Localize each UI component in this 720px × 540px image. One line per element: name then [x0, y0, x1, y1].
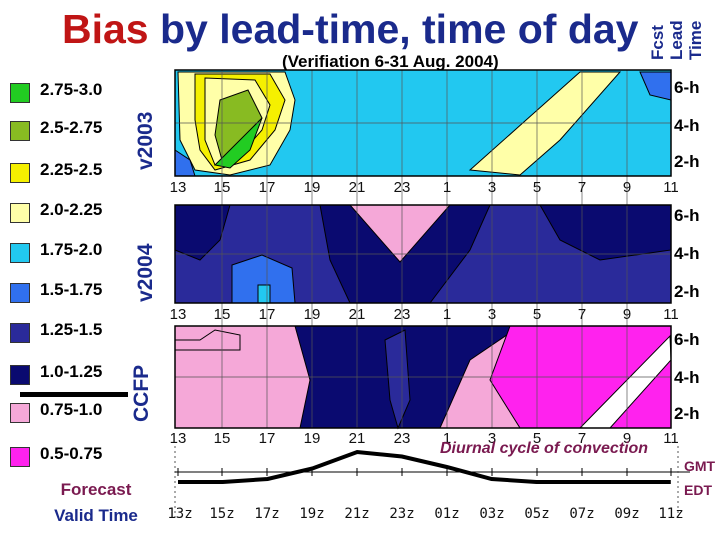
legend-label: 2.0-2.25 — [40, 200, 103, 219]
tick-label: 1 — [442, 430, 452, 447]
tick-label: 15 — [213, 306, 231, 323]
tick-label: 11 — [663, 179, 679, 196]
gmt-tick-label: 05z — [524, 506, 550, 522]
legend-swatch — [10, 243, 30, 263]
panel-frame-ccfp — [174, 325, 672, 429]
tick-label: 17 — [258, 179, 276, 196]
tick-label: 17 — [258, 430, 276, 447]
heat-region-green — [213, 117, 263, 169]
legend-label: 2.75-3.0 — [40, 80, 103, 99]
lead-label: 4-h — [674, 368, 700, 387]
tick-label: 21 — [348, 306, 366, 323]
gmt-tick-label: 09z — [614, 506, 640, 522]
tick-label: 7 — [577, 179, 587, 196]
legend-swatch — [10, 121, 30, 141]
tick-label: 7 — [577, 306, 587, 323]
panel-frame-v2004 — [174, 204, 672, 304]
lead-label: 6-h — [674, 78, 700, 97]
lead-label: 6-h — [674, 330, 700, 349]
valid-time-label: Valid Time — [54, 506, 138, 525]
lead-label: 6-h — [674, 206, 700, 225]
gmt-tick-label: 01z — [434, 506, 460, 522]
heat-region-yellow-diag — [468, 71, 622, 176]
legend-swatch — [10, 403, 30, 423]
legend-label: 2.25-2.5 — [40, 160, 103, 179]
gmt-tick-label: 19z — [299, 506, 325, 522]
diurnal-label: Diurnal cycle of convection — [440, 440, 649, 457]
chart-title: Bias by lead-time, time of day — [62, 6, 638, 53]
tick-label: 9 — [622, 430, 632, 447]
tick-label: 13 — [169, 306, 187, 323]
gmt-tick-label: 21z — [344, 506, 370, 522]
tick-label: 13 — [169, 179, 187, 196]
gmt-label: GMT — [684, 458, 716, 474]
legend-label: 0.75-1.0 — [40, 400, 103, 419]
gmt-tick-label: 13z — [167, 506, 193, 522]
legend-swatch — [10, 283, 30, 303]
tick-label: 21 — [348, 179, 366, 196]
heat-region-blue-left — [231, 254, 296, 304]
heat-region-cyan-cell — [257, 284, 271, 304]
panel-frame-v2003 — [174, 69, 672, 177]
title-rest: by lead-time, time of day — [160, 6, 639, 52]
legend-label: 1.25-1.5 — [40, 320, 103, 339]
legend-swatch — [10, 163, 30, 183]
lead-label: 2-h — [674, 404, 700, 423]
gmt-tick-label: 17z — [254, 506, 280, 522]
tick-label: 3 — [487, 306, 497, 323]
tick-label: 5 — [532, 430, 542, 447]
grid-lines — [175, 70, 671, 428]
legend-swatch — [10, 323, 30, 343]
tick-label: 5 — [532, 306, 542, 323]
tick-label: 7 — [577, 430, 587, 447]
tick-label: 19 — [303, 306, 321, 323]
tick-label: 9 — [622, 179, 632, 196]
tick-label: 23 — [393, 430, 411, 447]
tick-label: 19 — [303, 430, 321, 447]
gmt-tick-label: 11z — [658, 506, 684, 522]
tick-label: 11 — [663, 306, 679, 323]
tick-label: 3 — [487, 430, 497, 447]
tick-label: 9 — [622, 306, 632, 323]
gmt-tick-label: 03z — [479, 506, 505, 522]
gmt-tick-label: 15z — [209, 506, 235, 522]
gmt-tick-label: 07z — [569, 506, 595, 522]
tick-label: 15 — [213, 179, 231, 196]
gmt-tick-label: 23z — [389, 506, 415, 522]
tick-label: 3 — [487, 179, 497, 196]
legend-label: 2.5-2.75 — [40, 118, 103, 137]
legend-swatch — [10, 83, 30, 103]
chart-subtitle: (Verifiation 6-31 Aug. 2004) — [282, 52, 499, 71]
legend-label: 1.5-1.75 — [40, 280, 103, 299]
diurnal-cycle-line — [178, 449, 671, 484]
tick-label: 19 — [303, 179, 321, 196]
lead-label: 4-h — [674, 116, 700, 135]
tick-label: 21 — [348, 430, 366, 447]
legend-label: 1.75-2.0 — [40, 240, 103, 259]
tick-label: 23 — [393, 306, 411, 323]
title-bias: Bias — [62, 6, 149, 52]
tick-label: 11 — [663, 430, 679, 447]
tick-label: 1 — [442, 179, 452, 196]
legend-separator — [20, 392, 128, 397]
legend-swatch — [10, 203, 30, 223]
tick-label: 23 — [393, 179, 411, 196]
legend-label: 0.5-0.75 — [40, 444, 103, 463]
legend-label: 1.0-1.25 — [40, 362, 103, 381]
tick-label: 1 — [442, 306, 452, 323]
tick-label: 5 — [532, 179, 542, 196]
lead-label: 2-h — [674, 152, 700, 171]
legend-swatch — [10, 365, 30, 385]
lead-label: 4-h — [674, 244, 700, 263]
forecast-label: Forecast — [60, 480, 132, 499]
legend-swatch — [10, 447, 30, 467]
tick-label: 15 — [213, 430, 231, 447]
lead-label: 2-h — [674, 282, 700, 301]
tick-label: 17 — [258, 306, 276, 323]
edt-label: EDT — [684, 482, 712, 498]
tick-label: 13 — [169, 430, 187, 447]
